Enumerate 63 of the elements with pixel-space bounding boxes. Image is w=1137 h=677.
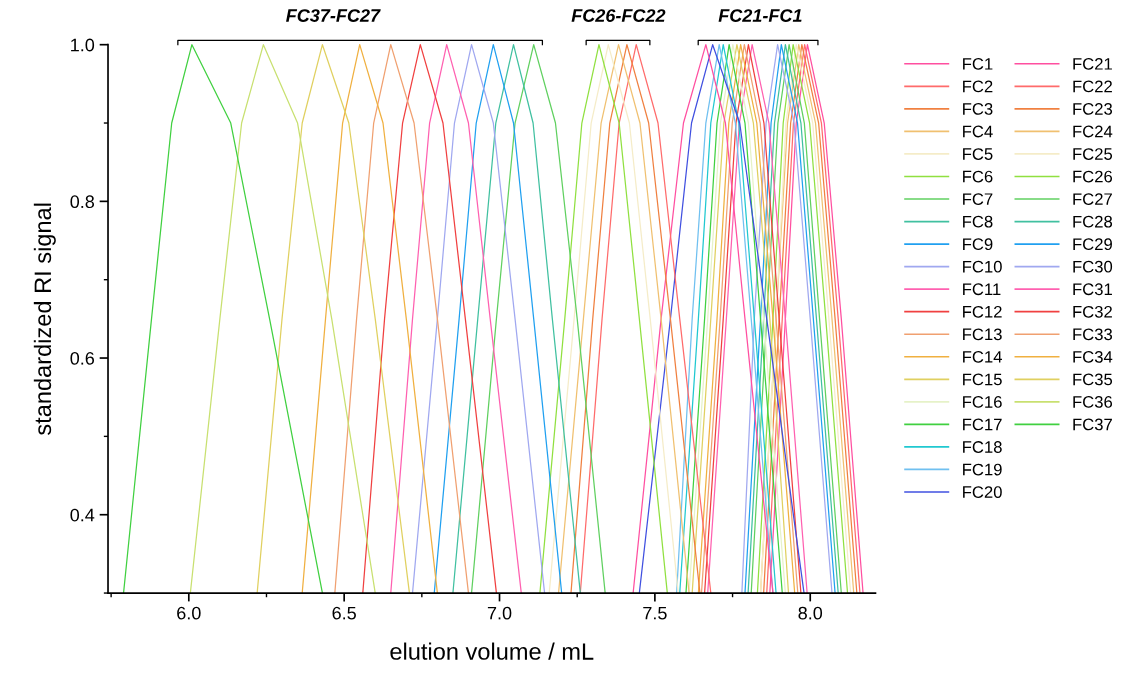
x-axis-title: elution volume / mL <box>390 642 594 660</box>
legend-label: FC2 <box>963 80 993 93</box>
legend-label: FC15 <box>963 373 1002 386</box>
legend-label: FC26 <box>1073 170 1113 183</box>
legend-label: FC23 <box>1073 103 1113 115</box>
line-series <box>452 44 581 594</box>
legend-label: FC16 <box>963 396 1002 408</box>
y-tick-label: 0.6 <box>70 351 95 365</box>
legend-label: FC28 <box>1073 215 1113 228</box>
line-series <box>334 44 470 594</box>
legend-label: FC14 <box>963 350 1002 363</box>
x-tick-label: 8.0 <box>798 606 823 620</box>
line-series <box>189 44 376 594</box>
line-series <box>638 44 805 594</box>
legend-label: FC25 <box>1073 148 1113 160</box>
y-tick-label: 0.4 <box>70 508 95 522</box>
legend-label: FC30 <box>1073 260 1113 273</box>
legend-label: FC24 <box>1073 125 1113 138</box>
legend-label: FC8 <box>963 215 993 228</box>
legend-label: FC7 <box>963 193 993 206</box>
legend-label: FC6 <box>963 170 993 183</box>
legend-label: FC19 <box>963 463 1002 476</box>
legend-label: FC9 <box>963 238 993 251</box>
legend-label: FC12 <box>963 305 1002 318</box>
text: FC26-FC22 <box>571 9 666 22</box>
legend-label: FC34 <box>1073 350 1113 363</box>
text: FC21-FC1 <box>718 9 802 22</box>
line-series <box>470 44 606 594</box>
line-series <box>411 44 546 594</box>
legend-label: FC21 <box>1073 57 1112 70</box>
legend-label: FC36 <box>1073 396 1113 408</box>
legend-label: FC5 <box>963 148 993 160</box>
legend-label: FC35 <box>1073 373 1113 386</box>
legend-label: FC29 <box>1073 238 1112 251</box>
legend-label: FC33 <box>1073 328 1113 341</box>
legend-label: FC4 <box>963 125 993 138</box>
x-tick-label: 6.5 <box>332 606 356 620</box>
text: FC37-FC27 <box>286 9 381 22</box>
line-series <box>301 44 439 594</box>
y-tick-label: 1.0 <box>71 38 95 52</box>
legend-label: FC22 <box>1073 80 1112 93</box>
legend-label: FC37 <box>1073 418 1112 431</box>
y-axis-title: standardized RI signal <box>33 203 56 436</box>
legend-label: FC13 <box>963 328 1002 341</box>
legend-label: FC17 <box>963 418 1002 431</box>
x-tick-label: 7.0 <box>487 606 512 620</box>
x-tick-label: 7.5 <box>643 606 667 620</box>
line-series <box>362 44 498 594</box>
legend-label: FC1 <box>963 57 993 70</box>
line-series <box>256 44 411 594</box>
y-tick-label: 0.8 <box>70 195 95 209</box>
legend-label: FC10 <box>963 260 1002 273</box>
legend-label: FC32 <box>1073 305 1112 318</box>
legend-label: FC27 <box>1073 193 1112 206</box>
line-series <box>122 44 324 594</box>
legend-label: FC20 <box>963 486 1002 498</box>
legend-label: FC11 <box>963 283 1001 296</box>
line-series <box>433 44 563 594</box>
legend-label: FC31 <box>1073 283 1112 296</box>
legend-label: FC18 <box>963 441 1002 453</box>
legend-label: FC3 <box>963 103 993 115</box>
line-series <box>390 44 522 594</box>
x-tick-label: 6.0 <box>177 606 201 620</box>
